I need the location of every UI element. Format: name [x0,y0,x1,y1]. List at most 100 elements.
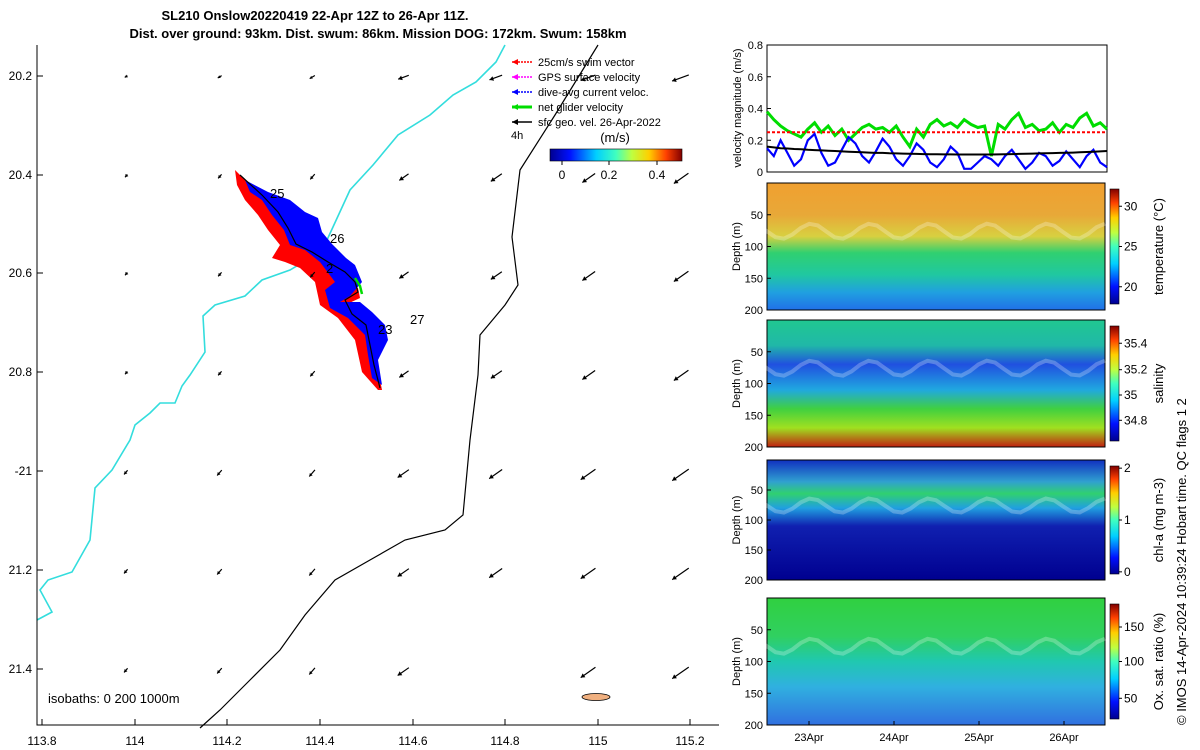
time-tick-label: 25Apr [964,732,994,744]
salinity-colorbar-label: salinity [1151,363,1166,403]
day-label-25: 25 [270,186,284,201]
oxygen-depth-tick-label: 200 [745,720,763,732]
velocity-arrow-head [489,474,494,479]
velocity-arrow-head [489,76,495,81]
salinity-colorbar-tick-label: 35.4 [1124,336,1148,350]
velocity-arrow-head [672,575,677,580]
legend-label-gps: GPS surface velocity [538,72,641,84]
velocity-arrow-head [217,571,221,575]
legend-label-current: dive-avg current veloc. [538,87,649,99]
coastline [36,44,506,621]
velocity-arrow-head [399,274,404,279]
velocity-arrow-head [673,376,679,381]
temperature-depth-tick-label: 150 [745,273,763,285]
colorbar-tick-2: 0.4 [649,168,666,182]
salinity-colorbar-tick-label: 35 [1124,388,1138,402]
chla-colorbar-tick-label: 1 [1124,513,1131,527]
velocity-tick-label: 0.2 [748,135,763,147]
oxygen-colorbar-tick-label: 150 [1124,620,1144,634]
temperature-ylabel: Depth (m) [731,222,743,271]
temperature-colorbar-tick-label: 25 [1124,240,1138,254]
day-label-27: 27 [410,312,424,327]
velocity-arrow-head [125,370,129,375]
legend-label-swim: 25cm/s swim vector [538,57,635,69]
oxygen-colorbar [1109,603,1120,720]
temperature-colorbar-label: temperature (°C) [1151,198,1166,295]
velocity-arrow-head [398,75,403,81]
salinity-ylabel: Depth (m) [731,359,743,408]
velocity-arrow-head [490,177,496,182]
legend-arrow-swim [512,59,518,65]
chla-colorbar-tick-label: 2 [1124,461,1131,475]
salinity-colorbar-tick-label: 35.2 [1124,363,1148,377]
temperature-depth-tick-label: 50 [751,210,763,222]
velocity-arrow-head [582,178,588,183]
legend-arrow-net [512,104,518,110]
salinity-depth-tick-label: 200 [745,442,763,454]
temperature-colorbar-tick-label: 20 [1124,280,1138,294]
map-panel: 25 26 2 23 27 isobaths: 0 200 1000m 113.… [9,44,719,748]
velocity-arrow-head [310,273,314,278]
map-x-tick-label: 113.8 [27,734,56,748]
velocity-tick-label: 0 [757,167,763,179]
velocity-arrow-head [125,271,129,276]
day-label-26: 26 [330,231,344,246]
day-label-23: 23 [378,322,392,337]
isobath-line [199,44,599,729]
temperature-heatmap [766,182,1106,311]
time-tick-label: 23Apr [794,732,824,744]
chla-colorbar-label: chl-a (mg m-3) [1151,478,1166,563]
salinity-section: 50 100 150 200 Depth (m) 35.4 35.2 35 34.8salini… [731,319,1166,454]
chla-colorbar-tick-label: 0 [1124,565,1131,579]
velocity-arrow-head [399,176,404,181]
map-y-tick-label: -21 [15,464,33,478]
salinity-depth-tick-label: 100 [745,379,763,391]
isobaths-label: isobaths: 0 200 1000m [48,691,180,706]
chla-colorbar [1109,465,1120,575]
velocity-arrow-head [218,174,222,179]
velocity-arrow-head [218,371,222,376]
map-x-tick-label: 115.2 [675,734,704,748]
map-x-tick-label: 115 [588,734,607,748]
velocity-arrow-head [489,573,494,578]
series-sfc-geo-vel-26-apr-2022 [766,145,1108,156]
velocity-arrow-head [310,372,314,377]
oxygen-heatmap [766,597,1106,726]
map-x-tick-label: 114.6 [398,734,427,748]
salinity-heatmap [766,319,1106,448]
velocity-tick-label: 0.4 [748,104,763,116]
velocity-arrow-head [125,173,129,178]
velocity-arrow-head [580,76,586,82]
legend-arrow-geo [512,119,518,125]
map-x-ticks: 113.8 114 114.2 114.4 114.6 114.8 115 115.2 [27,719,705,748]
legend-scale-label: 4h [511,130,523,142]
island [581,693,611,701]
velocity-tick-label: 0.8 [748,40,763,52]
velocity-arrow-head [580,475,586,480]
speed-colorbar [549,148,683,162]
chla-band [765,496,1106,515]
velocity-arrow-head [124,74,128,78]
track-net-line [239,174,381,389]
map-x-tick-label: 114 [125,734,144,748]
chla-heatmap [766,459,1106,581]
temperature-colorbar-tick-label: 30 [1124,199,1138,213]
temperature-depth-tick-label: 100 [745,242,763,254]
velocity-tick-label: 0.6 [748,72,763,84]
credit-text: © IMOS 14-Apr-2024 10:39:24 Hobart time.… [1174,398,1189,725]
velocity-arrow-head [397,473,403,478]
chla-depth-tick-label: 100 [745,515,763,527]
map-x-tick-label: 114.4 [305,734,334,748]
map-y-tick-label: 20.6 [9,266,33,280]
velocity-ylabel: velocity magnitude (m/s) [732,48,744,167]
velocity-arrow-head [672,77,677,82]
temperature-depth-tick-label: 200 [745,305,763,317]
velocity-arrow-head [582,375,588,380]
velocity-arrow-head [309,572,313,576]
colorbar-unit: (m/s) [600,130,630,145]
legend-arrow-gps [512,74,518,80]
legend-label-geo: sfc geo. vel. 26-Apr-2022 [538,117,661,129]
velocity-arrow-head [309,473,313,477]
